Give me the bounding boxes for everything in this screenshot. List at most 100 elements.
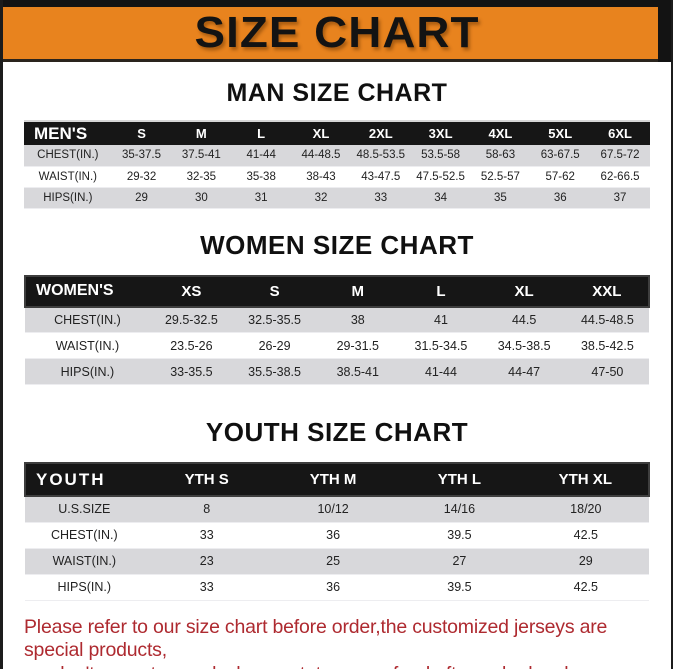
- size-cell: 43-47.5: [350, 166, 411, 188]
- disclaimer-note: Please refer to our size chart before or…: [24, 616, 650, 669]
- size-cell: 42.5: [522, 522, 649, 549]
- size-cell: 36: [269, 574, 397, 601]
- size-cell: 36: [530, 187, 591, 209]
- size-cell: 62-66.5: [590, 166, 650, 188]
- size-cell: 38: [316, 306, 400, 333]
- size-cell: 35: [470, 187, 531, 209]
- size-header-cell: M: [316, 274, 400, 308]
- top-black-bar: [3, 0, 671, 7]
- size-cell: 29.5-32.5: [149, 306, 233, 333]
- page-title: SIZE CHART: [194, 8, 480, 57]
- women-waist-row: WAIST(IN.) 23.5-26 26-29 29-31.5 31.5-34…: [25, 332, 649, 359]
- size-cell: 63-67.5: [530, 145, 591, 167]
- size-cell: 38.5-41: [316, 358, 400, 385]
- row-label: HIPS(IN.): [25, 358, 150, 385]
- youth-header-row: YOUTH YTH S YTH M YTH L YTH XL: [24, 462, 651, 497]
- man-size-table: MEN'S S M L XL 2XL 3XL 4XL 5XL 6XL CHEST…: [24, 120, 650, 209]
- size-cell: 14/16: [396, 496, 523, 523]
- man-section-heading: MAN SIZE CHART: [226, 79, 448, 107]
- man-hips-row: HIPS(IN.) 29 30 31 32 33 34 35 36 37: [24, 187, 650, 209]
- size-cell: 58-63: [470, 145, 531, 167]
- size-cell: 25: [269, 548, 397, 575]
- row-label: HIPS(IN.): [24, 187, 112, 209]
- youth-waist-row: WAIST(IN.) 23 25 27 29: [25, 548, 649, 575]
- man-waist-row: WAIST(IN.) 29-32 32-35 35-38 38-43 43-47…: [24, 166, 650, 188]
- size-cell: 39.5: [396, 522, 523, 549]
- size-cell: 42.5: [522, 574, 649, 601]
- row-label: CHEST(IN.): [25, 522, 144, 549]
- size-header-cell: XL: [291, 121, 351, 145]
- size-cell: 29: [111, 187, 172, 209]
- size-header-cell: M: [171, 121, 232, 145]
- row-label: U.S.SIZE: [25, 496, 144, 523]
- size-cell: 29-31.5: [316, 332, 400, 359]
- size-cell: 32: [291, 187, 351, 209]
- row-label: WAIST(IN.): [25, 332, 150, 359]
- size-cell: 29-32: [111, 166, 172, 188]
- size-cell: 36: [269, 522, 397, 549]
- women-header-label: WOMEN'S: [24, 274, 150, 308]
- size-cell: 23.5-26: [149, 332, 233, 359]
- size-cell: 18/20: [522, 496, 649, 523]
- size-cell: 29: [522, 548, 649, 575]
- size-header-cell: 6XL: [590, 121, 650, 145]
- title-banner: SIZE CHART: [3, 7, 671, 62]
- size-cell: 10/12: [269, 496, 397, 523]
- women-header-row: WOMEN'S XS S M L XL XXL: [24, 274, 651, 308]
- size-cell: 47.5-52.5: [410, 166, 471, 188]
- size-cell: 38.5-42.5: [565, 332, 649, 359]
- women-section-heading: WOMEN SIZE CHART: [200, 229, 474, 260]
- size-cell: 35-37.5: [111, 145, 172, 167]
- size-cell: 48.5-53.5: [350, 145, 411, 167]
- size-cell: 33-35.5: [149, 358, 233, 385]
- size-cell: 33: [143, 574, 270, 601]
- youth-section-heading: YOUTH SIZE CHART: [205, 417, 469, 447]
- size-header-cell: YTH M: [269, 462, 397, 497]
- size-cell: 44.5: [482, 306, 566, 333]
- size-header-cell: L: [399, 274, 483, 308]
- size-cell: 33: [350, 187, 411, 209]
- row-label: CHEST(IN.): [24, 145, 112, 167]
- size-cell: 37: [590, 187, 650, 209]
- size-cell: 27: [396, 548, 523, 575]
- size-cell: 32-35: [171, 166, 232, 188]
- size-header-cell: YTH XL: [522, 462, 651, 497]
- size-header-cell: 2XL: [350, 121, 411, 145]
- youth-ussize-row: U.S.SIZE 8 10/12 14/16 18/20: [25, 496, 649, 523]
- size-cell: 44-48.5: [291, 145, 351, 167]
- size-cell: 57-62: [530, 166, 591, 188]
- size-cell: 35.5-38.5: [232, 358, 317, 385]
- women-chest-row: CHEST(IN.) 29.5-32.5 32.5-35.5 38 41 44.…: [25, 306, 649, 333]
- size-cell: 26-29: [232, 332, 317, 359]
- row-label: WAIST(IN.): [24, 166, 112, 188]
- youth-chest-row: CHEST(IN.) 33 36 39.5 42.5: [25, 522, 649, 549]
- size-cell: 67.5-72: [590, 145, 650, 167]
- size-cell: 35-38: [231, 166, 292, 188]
- size-cell: 31: [231, 187, 292, 209]
- man-header-label: MEN'S: [24, 121, 112, 145]
- size-header-cell: 4XL: [470, 121, 531, 145]
- size-cell: 41-44: [399, 358, 483, 385]
- size-header-cell: YTH S: [143, 462, 270, 497]
- man-chest-row: CHEST(IN.) 35-37.5 37.5-41 41-44 44-48.5…: [24, 145, 650, 167]
- size-cell: 23: [143, 548, 270, 575]
- youth-size-table: YOUTH YTH S YTH M YTH L YTH XL U.S.SIZE …: [24, 462, 651, 601]
- size-cell: 32.5-35.5: [232, 306, 317, 333]
- women-hips-row: HIPS(IN.) 33-35.5 35.5-38.5 38.5-41 41-4…: [25, 358, 649, 385]
- size-cell: 31.5-34.5: [399, 332, 483, 359]
- size-cell: 44-47: [482, 358, 566, 385]
- size-header-cell: XXL: [565, 274, 651, 308]
- row-label: CHEST(IN.): [25, 306, 150, 333]
- man-header-row: MEN'S S M L XL 2XL 3XL 4XL 5XL 6XL: [24, 121, 650, 145]
- size-cell: 44.5-48.5: [565, 306, 649, 333]
- size-cell: 38-43: [291, 166, 351, 188]
- row-label: WAIST(IN.): [25, 548, 144, 575]
- row-label: HIPS(IN.): [25, 574, 144, 601]
- women-size-table: WOMEN'S XS S M L XL XXL CHEST(IN.) 29.5-…: [24, 274, 651, 385]
- disclaimer-line-1: Please refer to our size chart before or…: [24, 615, 608, 662]
- banner-right-black-block: [658, 7, 671, 62]
- content-area: MAN SIZE CHART MEN'S S M L XL 2XL 3XL 4X…: [3, 79, 671, 669]
- size-cell: 37.5-41: [171, 145, 232, 167]
- size-cell: 8: [143, 496, 270, 523]
